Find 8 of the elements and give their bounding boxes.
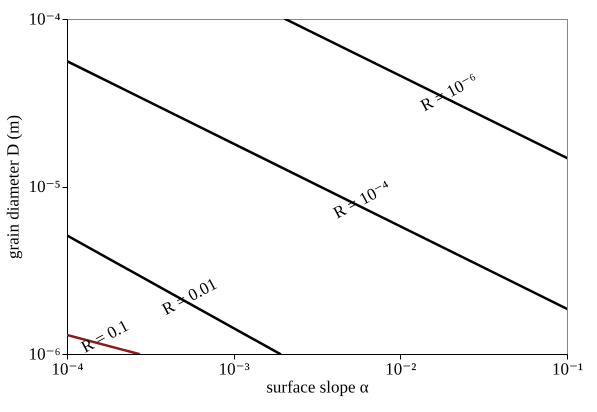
y-tick-label: 10⁻⁵ [28, 177, 61, 196]
x-tick-label: 10⁻³ [218, 360, 250, 378]
text: R = 0.1 [78, 316, 132, 356]
x-tick-label: 10⁻¹ [552, 360, 584, 378]
x-tick-label: 10⁻² [385, 360, 416, 378]
y-axis-title: grain diameter D (m) [4, 115, 23, 259]
y-tick-label: 10⁻⁴ [28, 10, 61, 28]
x-axis-title: surface slope α [266, 378, 369, 396]
